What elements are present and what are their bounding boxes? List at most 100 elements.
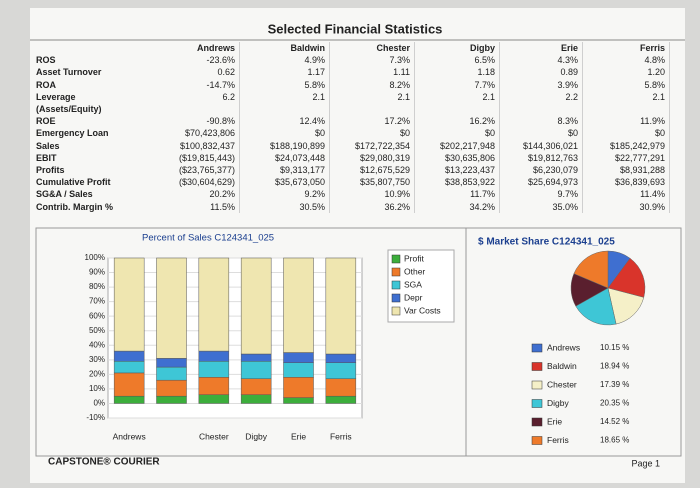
bar-segment <box>325 395 357 404</box>
cell: $36,839,693 <box>583 176 670 189</box>
cell: 9.2% <box>240 188 330 201</box>
bar-segment <box>198 377 230 395</box>
legend-swatch <box>531 399 543 408</box>
y-tick-label: -10% <box>86 413 105 422</box>
y-tick-label: 80% <box>89 282 105 291</box>
value-label: 14.52 % <box>600 417 629 426</box>
legend-label: Andrews <box>547 342 580 352</box>
cell: 2.1 <box>240 90 330 116</box>
bar-segment <box>283 362 314 378</box>
legend-label: SGA <box>404 279 422 289</box>
bar-segment <box>198 257 230 352</box>
cell: $24,073,448 <box>240 151 330 165</box>
cell: $0 <box>415 127 500 140</box>
cell: ($30,604,629) <box>131 176 240 189</box>
x-tick-label: Digby <box>245 431 267 441</box>
cell: 5.8% <box>240 78 330 91</box>
y-tick-label: 40% <box>89 340 105 349</box>
cell: $144,306,021 <box>500 139 583 152</box>
pie-slice <box>573 250 609 289</box>
legend-label: Ferris <box>547 435 569 445</box>
cell: 36.2% <box>330 200 415 213</box>
cell: 4.8% <box>583 54 670 67</box>
value-label: 17.39 % <box>600 380 629 389</box>
legend-swatch <box>531 380 543 390</box>
pie-slice <box>575 287 617 326</box>
chart-title: Percent of Sales C124341_025 <box>142 233 274 244</box>
bar-segment <box>113 372 145 397</box>
row-label: Sales <box>36 140 60 151</box>
y-tick-label: 30% <box>89 355 105 364</box>
bar-segment <box>325 353 357 363</box>
row-label: Asset Turnover <box>36 67 102 78</box>
legend-swatch <box>391 267 401 277</box>
chart-box <box>35 227 682 457</box>
y-tick-label: 0% <box>93 399 105 408</box>
cell: 5.8% <box>583 78 670 91</box>
legend-label: Erie <box>547 416 562 426</box>
x-tick-label: Ferris <box>330 431 352 441</box>
cell: $25,694,973 <box>500 176 583 189</box>
value-label: 20.35 % <box>600 399 629 408</box>
value-label: 18.94 % <box>600 362 629 371</box>
bar-segment <box>156 257 187 359</box>
value-label: 10.15 % <box>600 343 629 352</box>
cell: $0 <box>240 127 330 140</box>
column-header: Baldwin <box>240 42 330 55</box>
cell: 11.7% <box>415 188 500 201</box>
cell: 4.3% <box>500 54 583 67</box>
chart-title: $ Market Share C124341_025 <box>478 237 615 248</box>
y-tick-label: 70% <box>89 297 105 306</box>
bar-segment <box>198 350 230 362</box>
cell: $9,313,177 <box>240 164 330 177</box>
cell: $0 <box>500 127 583 140</box>
cell: ($19,815,443) <box>131 151 240 165</box>
column-header: Digby <box>415 42 500 55</box>
cell: 10.9% <box>330 188 415 201</box>
title: Selected Financial Statistics <box>268 21 443 36</box>
row-label: Leverage (Assets/Equity) <box>36 91 102 115</box>
plot-area <box>107 257 363 419</box>
cell: 34.2% <box>415 200 500 213</box>
legend-label: Profit <box>404 253 424 263</box>
legend-swatch <box>391 293 401 303</box>
bar-segment <box>283 377 314 398</box>
bar-segment <box>156 366 187 381</box>
cell: 20.2% <box>131 188 240 201</box>
legend-label: Other <box>404 266 425 276</box>
brand: CAPSTONE® COURIER <box>48 457 160 468</box>
bar-segment <box>325 378 357 397</box>
cell: $30,635,806 <box>415 151 500 165</box>
cell: 2.1 <box>583 90 670 116</box>
cell: 8.2% <box>330 78 415 91</box>
bar-segment <box>198 394 230 404</box>
cell: 4.9% <box>240 54 330 67</box>
cell: $38,853,922 <box>415 176 500 189</box>
bar-segment <box>113 350 145 362</box>
cell: $70,423,806 <box>131 127 240 140</box>
cell: 1.11 <box>330 66 415 79</box>
row-label: SG&A / Sales <box>36 189 93 200</box>
bar-segment <box>283 352 314 363</box>
cell: $100,832,437 <box>131 139 240 152</box>
cell: 11.9% <box>583 115 670 128</box>
cell: $172,722,354 <box>330 139 415 152</box>
x-tick-label: Andrews <box>113 431 146 441</box>
cell: 0.89 <box>500 66 583 79</box>
bar-segment <box>240 378 272 395</box>
legend-swatch <box>531 436 543 445</box>
cell: ($23,765,377) <box>131 164 240 177</box>
cell: 11.5% <box>131 200 240 213</box>
cell: $22,777,291 <box>583 151 670 165</box>
cell: 1.17 <box>240 66 330 79</box>
cell: $185,242,979 <box>583 139 670 152</box>
legend-swatch <box>531 417 543 427</box>
cell: $13,223,437 <box>415 164 500 177</box>
cell: 16.2% <box>415 115 500 128</box>
bar-segment <box>156 358 187 368</box>
legend-label: Digby <box>547 398 569 408</box>
cell: 11.4% <box>583 188 670 201</box>
column-header: Ferris <box>583 42 670 55</box>
